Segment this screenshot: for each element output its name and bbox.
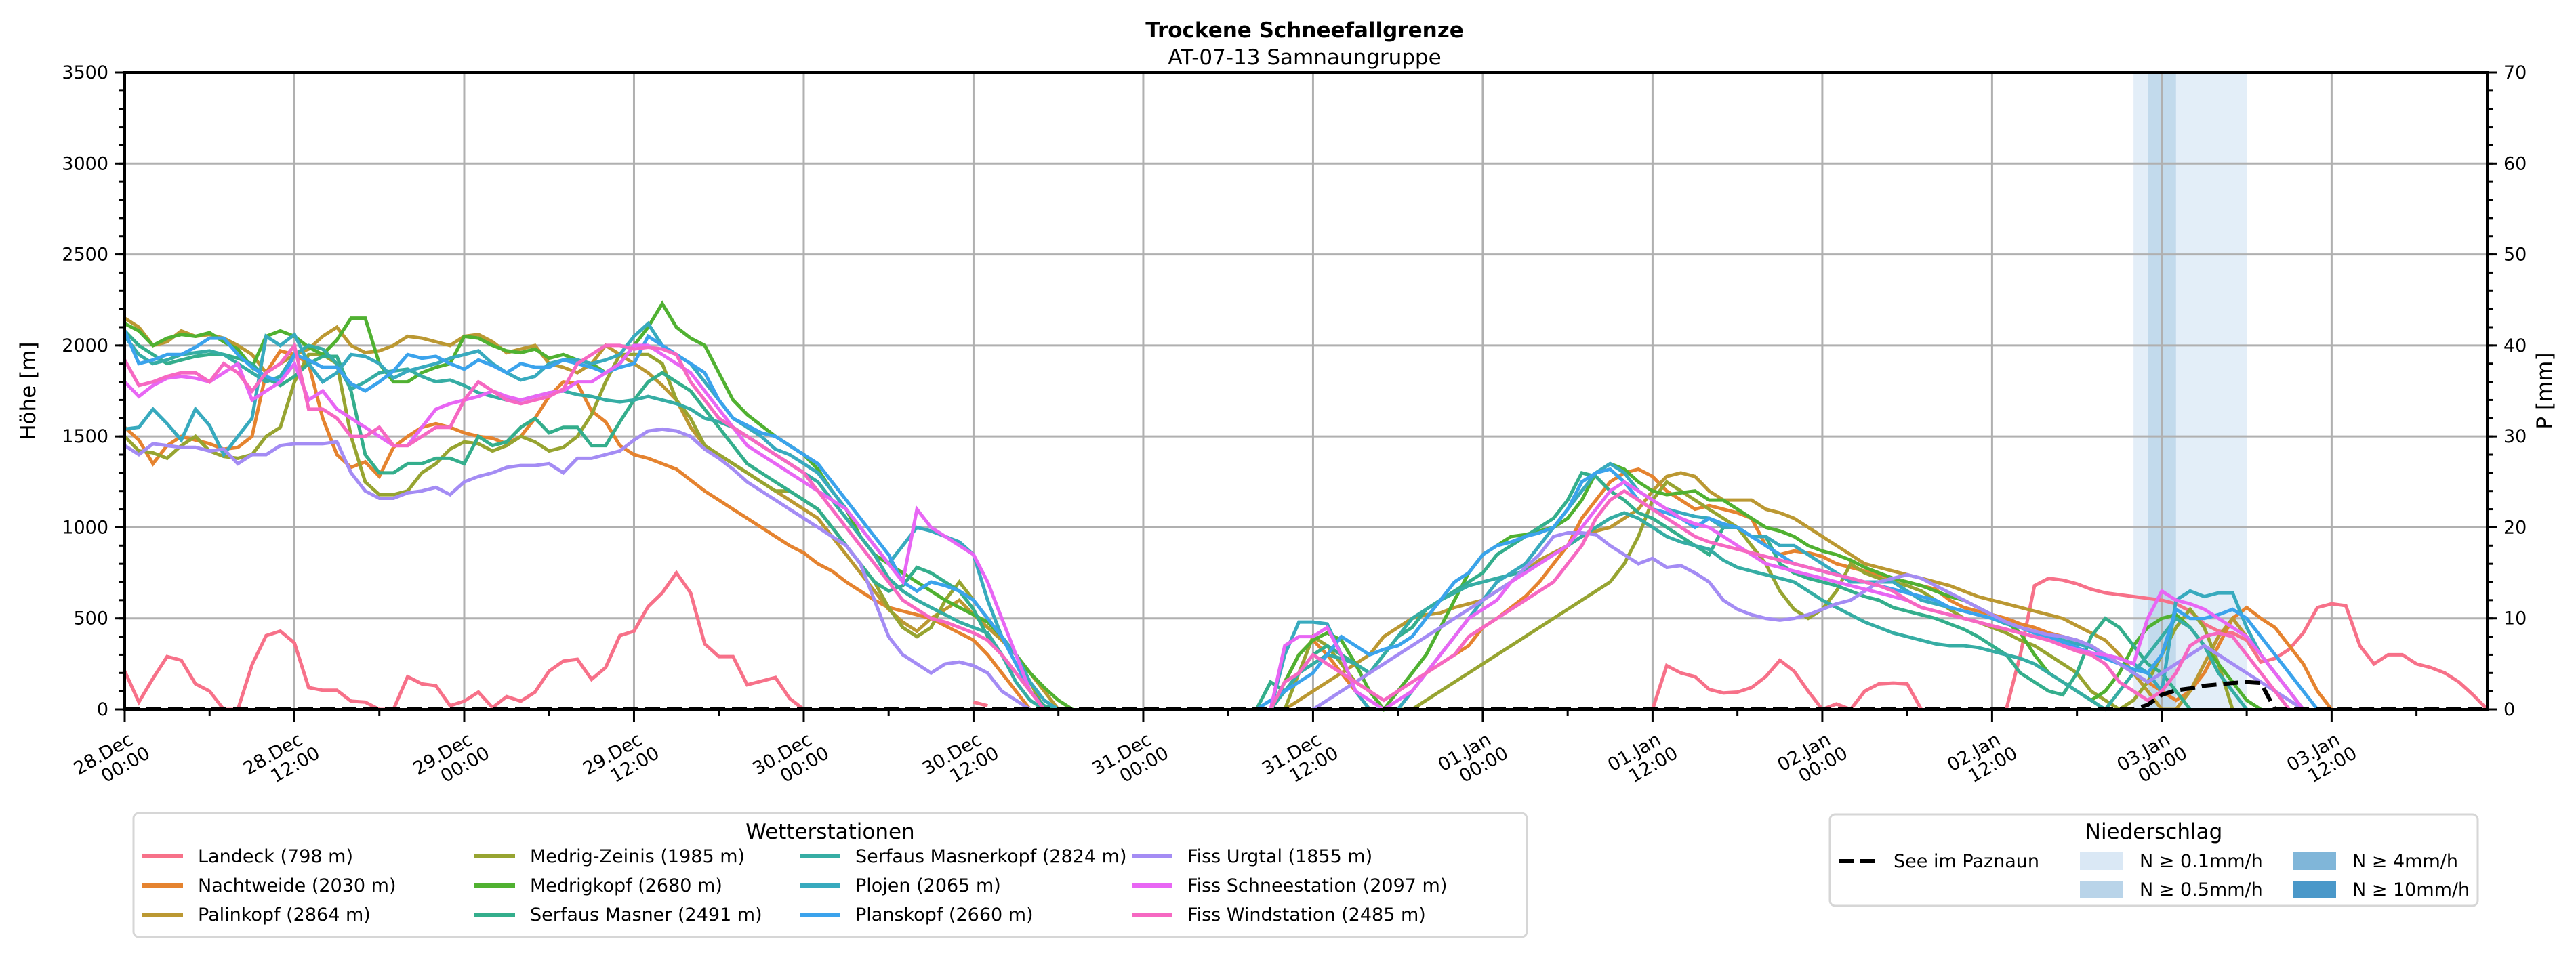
series-line-8	[123, 330, 2319, 711]
y-tick-label: 2500	[62, 245, 108, 266]
station-legend-title: Wetterstationen	[745, 820, 914, 844]
legend-label: Fiss Windstation (2485 m)	[1187, 904, 1426, 925]
legend-band-label: N ≥ 4mm/h	[2352, 851, 2458, 872]
legend-label: Medrigkopf (2680 m)	[530, 875, 722, 896]
legend-label: Nachtweide (2030 m)	[198, 875, 396, 896]
y2-axis-ticks: 0 10 20 30 40 50 60 70	[2487, 62, 2527, 720]
legend-item-station: Medrigkopf (2680 m)	[474, 875, 722, 896]
y-tick-label: 1000	[62, 517, 108, 538]
y2-tick-label: 70	[2503, 62, 2527, 83]
y-tick-label: 3500	[62, 62, 108, 83]
legend-item-station: Fiss Schneestation (2097 m)	[1132, 875, 1447, 896]
legend-band-swatch	[2080, 852, 2123, 870]
y2-tick-label: 60	[2503, 153, 2527, 174]
legend-label: Plojen (2065 m)	[855, 875, 1001, 896]
legend-label: Landeck (798 m)	[198, 846, 353, 867]
series-line-6	[123, 335, 2249, 712]
legend-item-station: Plojen (2065 m)	[800, 875, 1001, 896]
y2-tick-label: 30	[2503, 426, 2527, 447]
series-line-1	[123, 349, 2333, 711]
grid-lines	[125, 72, 2487, 709]
legend-item-station: Fiss Urgtal (1855 m)	[1132, 846, 1372, 867]
y2-tick-label: 10	[2503, 608, 2527, 629]
station-series	[123, 300, 2489, 713]
y-tick-label: 1500	[62, 426, 108, 447]
station-legend: Wetterstationen Landeck (798 m) Nachtweid…	[132, 812, 1528, 938]
legend-item-station: Serfaus Masnerkopf (2824 m)	[800, 846, 1126, 867]
axes	[123, 71, 2489, 711]
y2-tick-label: 40	[2503, 335, 2527, 356]
legend-item-precip: N ≥ 0.1mm/h	[2080, 851, 2263, 872]
legend-label: Fiss Schneestation (2097 m)	[1187, 875, 1447, 896]
legend-band-swatch	[2293, 881, 2336, 898]
series-line-11	[123, 341, 2291, 711]
legend-label: Serfaus Masnerkopf (2824 m)	[855, 846, 1126, 867]
legend-band-label: N ≥ 0.5mm/h	[2140, 879, 2263, 900]
legend-item-station: Medrig-Zeinis (1985 m)	[474, 846, 745, 867]
legend-item-station: Landeck (798 m)	[142, 846, 353, 867]
precip-legend-title: Niederschlag	[2085, 820, 2223, 844]
y2-tick-label: 0	[2503, 699, 2515, 720]
chart-subtitle: AT-07-13 Samnaungruppe	[1168, 45, 1441, 70]
legend-label: Planskopf (2660 m)	[855, 904, 1034, 925]
y-tick-label: 0	[97, 699, 108, 720]
y-axis-label: Höhe [m]	[16, 341, 41, 440]
legend-label: Serfaus Masner (2491 m)	[530, 904, 762, 925]
legend-item-station: Planskopf (2660 m)	[800, 904, 1034, 925]
legend-item-station: Fiss Windstation (2485 m)	[1132, 904, 1426, 925]
series-line-10	[123, 343, 2305, 711]
legend-item-station: Palinkopf (2864 m)	[142, 904, 371, 925]
legend-label: Fiss Urgtal (1855 m)	[1187, 846, 1372, 867]
legend-band-label: N ≥ 10mm/h	[2352, 879, 2470, 900]
y-tick-label: 3000	[62, 153, 108, 174]
y2-tick-label: 20	[2503, 517, 2527, 538]
series-line-2	[123, 316, 2305, 711]
series-line-4	[123, 300, 2262, 713]
legend-band-swatch	[2293, 852, 2336, 870]
legend-label: Medrig-Zeinis (1985 m)	[530, 846, 745, 867]
series-line-9	[123, 427, 2304, 711]
legend-item-station: Nachtweide (2030 m)	[142, 875, 396, 896]
series-line-0	[123, 570, 2489, 712]
y-tick-label: 2000	[62, 335, 108, 356]
y-tick-label: 500	[73, 608, 108, 629]
chart-title: Trockene Schneefallgrenze	[1145, 18, 1464, 43]
y2-axis-label: P [mm]	[2533, 352, 2557, 429]
legend-label: Palinkopf (2864 m)	[198, 904, 371, 925]
legend-item-precip: N ≥ 10mm/h	[2293, 879, 2470, 900]
series-line-5	[123, 329, 2192, 711]
legend-band-label: N ≥ 0.1mm/h	[2140, 851, 2263, 872]
legend-item-station: Serfaus Masner (2491 m)	[474, 904, 762, 925]
legend-item-precip: N ≥ 4mm/h	[2293, 851, 2458, 872]
precip-legend-line-label: See im Paznaun	[1894, 851, 2039, 872]
y2-tick-label: 50	[2503, 245, 2527, 266]
plot-frame	[123, 71, 2489, 711]
legend-band-swatch	[2080, 881, 2123, 898]
y-axis-ticks: 0 500 1000 1500 2000 2500 3000 3500	[62, 62, 2493, 720]
legend-item-precip: N ≥ 0.5mm/h	[2080, 879, 2263, 900]
precip-legend: Niederschlag See im Paznaun N ≥ 0.1mm/h N…	[1828, 813, 2479, 907]
